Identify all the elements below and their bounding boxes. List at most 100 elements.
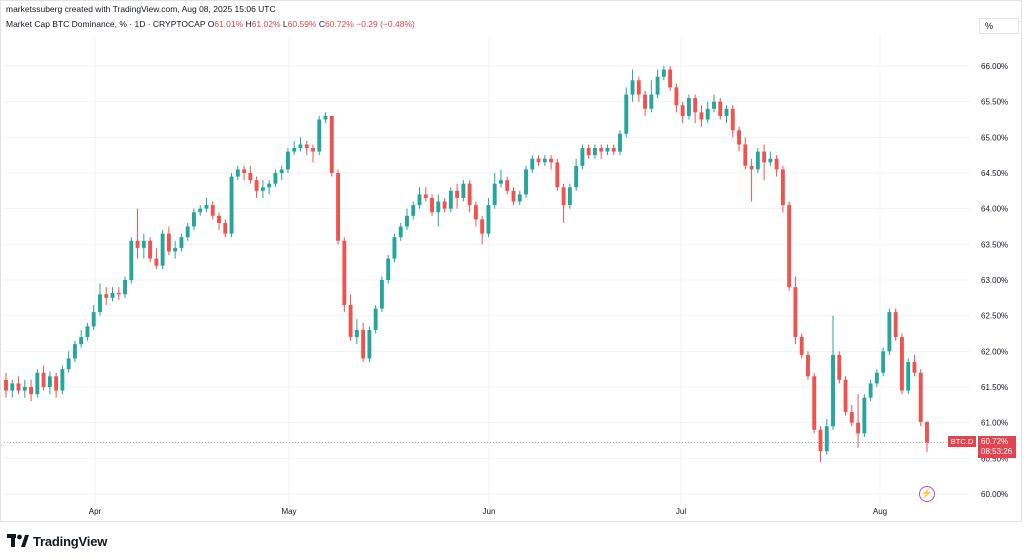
candle-body	[874, 372, 879, 384]
candle-body	[85, 326, 90, 338]
candle-body	[643, 94, 648, 109]
candle	[185, 222, 190, 241]
candle	[549, 155, 554, 170]
x-tick-label: Jul	[676, 507, 686, 516]
candle-body	[79, 337, 84, 345]
candle-body	[899, 337, 904, 391]
candle	[304, 140, 309, 156]
candle-body	[680, 105, 685, 116]
candle-body	[580, 148, 585, 166]
candle	[699, 105, 704, 127]
candle-body	[248, 173, 253, 181]
candle-body	[10, 383, 15, 391]
candle-body	[749, 165, 754, 170]
candle	[881, 347, 886, 377]
candle	[467, 180, 472, 213]
x-tick-label: Aug	[873, 507, 887, 516]
y-tick-label: 61.00%	[981, 419, 1008, 428]
candle	[116, 287, 121, 300]
candle-body	[530, 158, 535, 170]
x-axis-labels: Apr May Jun Jul Aug	[89, 507, 887, 516]
candle-body	[323, 115, 328, 120]
candle	[298, 137, 303, 152]
candle	[812, 372, 817, 434]
candle-body	[423, 194, 428, 198]
x-tick-label: May	[281, 507, 296, 516]
price-tag-countdown: 08:53:26	[981, 447, 1013, 456]
candle	[831, 315, 835, 430]
candle	[29, 379, 34, 402]
candle	[724, 105, 729, 124]
candle	[918, 369, 923, 427]
candle	[624, 87, 629, 138]
x-tick-label: Apr	[89, 507, 102, 516]
candle	[618, 130, 622, 156]
candle-body	[148, 240, 153, 259]
candle-body	[480, 219, 485, 234]
candle-body	[4, 379, 8, 391]
candle-body	[624, 94, 629, 134]
candle-body	[417, 194, 422, 206]
candle	[210, 201, 215, 220]
candle-body	[411, 205, 416, 216]
y-tick-label: 60.50%	[981, 454, 1008, 463]
candle-body	[849, 411, 854, 423]
candle	[643, 90, 648, 116]
candle	[41, 365, 46, 391]
flash-icon[interactable]: ⚡	[919, 486, 935, 502]
candle	[868, 379, 873, 402]
candle	[893, 308, 898, 341]
candle-body	[524, 169, 528, 195]
candle-body	[217, 215, 221, 223]
candle-body	[179, 237, 184, 248]
candle	[605, 144, 610, 156]
candle-body	[461, 183, 466, 198]
candle	[98, 283, 102, 316]
candle	[317, 115, 322, 156]
y-tick-label: 63.00%	[981, 276, 1008, 285]
candle	[60, 365, 65, 395]
candle-body	[611, 148, 616, 152]
candle-body	[674, 87, 679, 106]
candle	[235, 165, 240, 181]
candle-body	[273, 173, 278, 184]
candle-body	[267, 183, 272, 188]
candle	[35, 369, 40, 398]
candle	[361, 322, 366, 363]
candle-body	[486, 205, 491, 234]
candle	[323, 112, 328, 124]
open-value: 61.01%	[214, 19, 244, 29]
candle	[436, 194, 441, 227]
candle	[806, 351, 810, 380]
candle	[843, 376, 848, 416]
candle	[254, 176, 259, 198]
candlestick-chart[interactable]: 66.00% 65.50% 65.00% 64.50% 64.00% 63.50% 63.0…	[0, 0, 1024, 522]
candle-body	[649, 94, 654, 109]
candle	[661, 66, 666, 81]
price-tag: 60.72% 08:53:26	[978, 436, 1016, 458]
percent-scale-toggle[interactable]: %	[979, 18, 1019, 34]
candle	[16, 376, 21, 395]
candle	[849, 404, 854, 427]
candle-body	[66, 358, 71, 370]
candle-body	[906, 362, 911, 391]
candle-body	[831, 354, 835, 427]
candle	[260, 180, 265, 198]
candle-body	[893, 312, 898, 338]
candle	[567, 183, 572, 209]
candle-body	[292, 148, 297, 152]
candle	[135, 208, 140, 259]
candle	[693, 94, 698, 124]
candle	[925, 421, 929, 452]
candle-body	[254, 180, 259, 191]
candle	[248, 165, 253, 184]
symbol-legend[interactable]: Market Cap BTC Dominance, % · 1D · CRYPT…	[6, 19, 415, 29]
candle	[580, 144, 585, 170]
candle	[430, 194, 434, 216]
candle	[705, 101, 710, 124]
candle-body	[686, 98, 691, 116]
chart-frame[interactable]	[0, 0, 1022, 522]
tradingview-logo[interactable]: TradingView	[7, 530, 107, 552]
candle	[123, 276, 127, 298]
candle-body	[599, 148, 604, 152]
